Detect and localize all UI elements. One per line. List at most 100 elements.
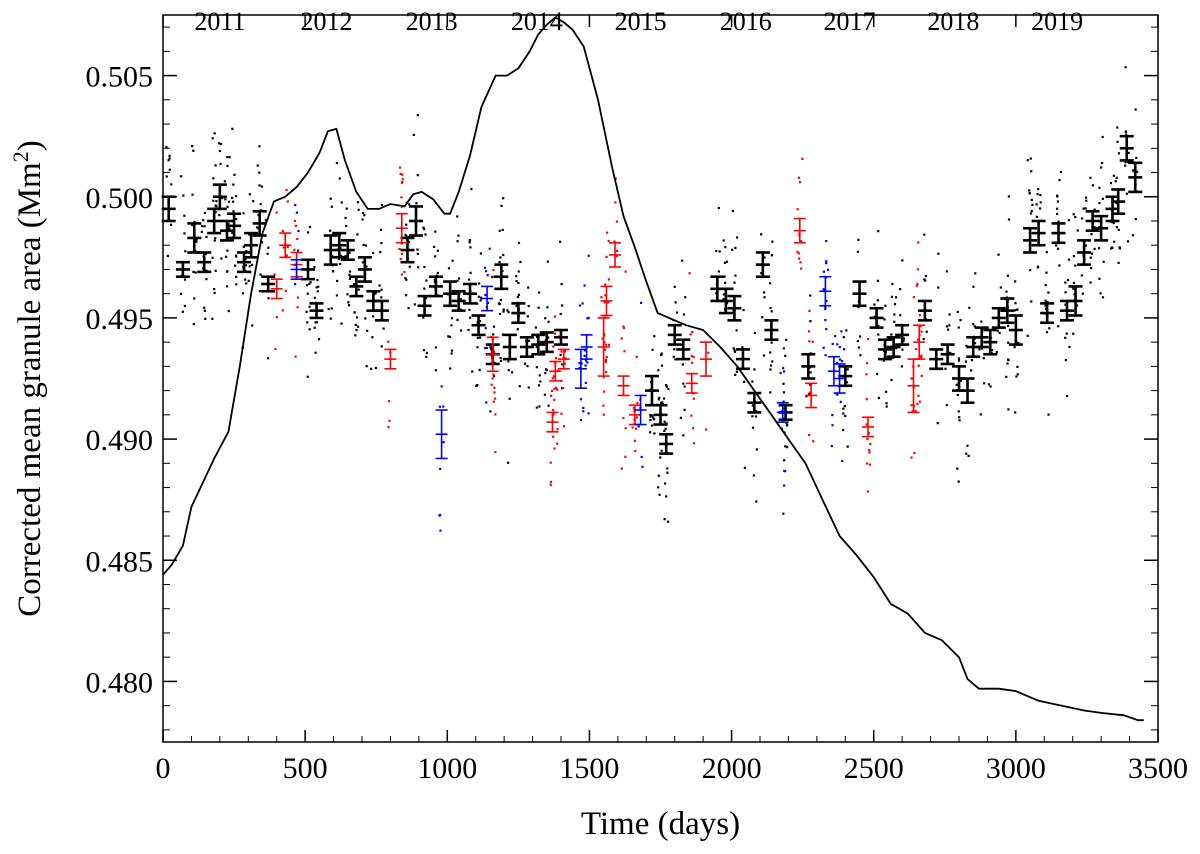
- measurement-dot: [363, 214, 366, 217]
- measurement-dot: [693, 442, 696, 445]
- measurement-dot: [602, 413, 605, 416]
- measurement-dot: [1037, 188, 1040, 191]
- measurement-dot: [412, 133, 415, 137]
- measurement-dot: [808, 433, 811, 437]
- measurement-dot: [168, 168, 171, 171]
- errorbar-point: [261, 275, 276, 293]
- measurement-dot: [1029, 212, 1033, 215]
- errorbar-point: [685, 372, 698, 394]
- y-tick-label: 0.500: [86, 182, 154, 215]
- measurement-dot: [248, 265, 251, 268]
- measurement-dot: [327, 307, 330, 311]
- measurement-dot: [605, 371, 608, 374]
- measurement-dot: [882, 359, 885, 362]
- measurement-dot: [732, 347, 735, 350]
- measurement-dot: [1028, 189, 1031, 192]
- measurement-dot: [212, 177, 215, 180]
- measurement-dot: [624, 427, 627, 430]
- measurement-dot: [1030, 210, 1033, 213]
- measurement-dot: [404, 294, 408, 297]
- measurement-dot: [506, 309, 509, 312]
- measurement-dot: [877, 333, 880, 336]
- measurement-dot: [380, 288, 383, 291]
- measurement-dot: [615, 254, 618, 258]
- measurement-dot: [258, 171, 261, 174]
- measurement-dot: [763, 291, 766, 294]
- measurement-dot: [981, 347, 984, 350]
- measurement-dot: [211, 256, 214, 259]
- measurement-dot: [183, 214, 186, 217]
- measurement-dot: [1081, 292, 1084, 295]
- errorbar-point: [827, 355, 840, 387]
- measurement-dot: [478, 282, 481, 285]
- measurement-dot: [516, 328, 519, 331]
- measurement-dot: [1072, 255, 1076, 258]
- measurement-dot: [493, 391, 496, 394]
- errorbar-point: [207, 207, 222, 235]
- measurement-dot: [407, 240, 411, 244]
- measurement-dot: [945, 325, 948, 328]
- measurement-dot: [211, 137, 214, 140]
- measurement-dot: [1080, 274, 1083, 277]
- measurement-dot: [451, 259, 454, 262]
- measurement-dot: [226, 155, 229, 159]
- measurement-dot: [422, 349, 426, 352]
- measurement-dot: [1115, 201, 1118, 205]
- measurement-dot: [551, 377, 554, 380]
- measurement-dot: [191, 193, 194, 196]
- measurement-dot: [660, 352, 663, 355]
- errorbar-point: [549, 360, 562, 382]
- measurement-dot: [259, 203, 262, 206]
- measurement-dot: [387, 426, 390, 429]
- measurement-dot: [948, 313, 951, 316]
- measurement-dot: [957, 480, 960, 483]
- measurement-dot: [751, 404, 754, 407]
- measurement-dot: [614, 177, 617, 180]
- measurement-dot: [877, 230, 880, 233]
- measurement-dot: [605, 231, 609, 234]
- measurement-dot: [1057, 325, 1060, 328]
- measurement-dot: [876, 299, 879, 302]
- year-label: 2018: [927, 7, 979, 36]
- measurement-dot: [267, 297, 270, 300]
- x-axis-title: Time (days): [581, 806, 740, 842]
- measurement-dot: [361, 261, 365, 264]
- measurement-dot: [348, 270, 352, 273]
- measurement-dot: [890, 378, 893, 382]
- measurement-dot: [555, 442, 559, 445]
- measurement-dot: [894, 296, 898, 299]
- errorbar-point: [718, 287, 733, 315]
- measurement-dot: [560, 304, 564, 307]
- measurement-dot: [183, 304, 186, 308]
- measurement-dot: [769, 306, 772, 310]
- measurement-dot: [982, 357, 985, 360]
- measurement-dot: [306, 375, 309, 378]
- measurement-dot: [856, 340, 859, 343]
- measurement-dot: [1013, 309, 1016, 312]
- errorbar-point: [735, 348, 750, 371]
- measurement-dot: [683, 385, 686, 388]
- measurement-dot: [224, 198, 227, 201]
- measurement-dot: [447, 267, 451, 270]
- measurement-dot: [559, 240, 562, 243]
- measurement-dot: [440, 385, 443, 388]
- measurement-dot: [1014, 302, 1017, 305]
- errorbar-point: [270, 278, 283, 300]
- measurement-dot: [442, 405, 445, 408]
- errorbar-point: [838, 365, 853, 388]
- measurement-dot: [535, 406, 538, 409]
- measurement-dot: [735, 236, 739, 239]
- measurement-dot: [526, 364, 529, 368]
- measurement-dot: [193, 220, 196, 223]
- measurement-dot: [808, 340, 811, 343]
- measurement-dot: [707, 351, 710, 354]
- measurement-dot: [1066, 278, 1070, 282]
- measurement-dot: [877, 324, 880, 327]
- measurement-dot: [498, 229, 501, 232]
- measurement-dot: [340, 201, 343, 204]
- x-tick-label: 1000: [417, 752, 477, 785]
- errorbar-point: [384, 348, 397, 370]
- measurement-dot: [434, 346, 437, 349]
